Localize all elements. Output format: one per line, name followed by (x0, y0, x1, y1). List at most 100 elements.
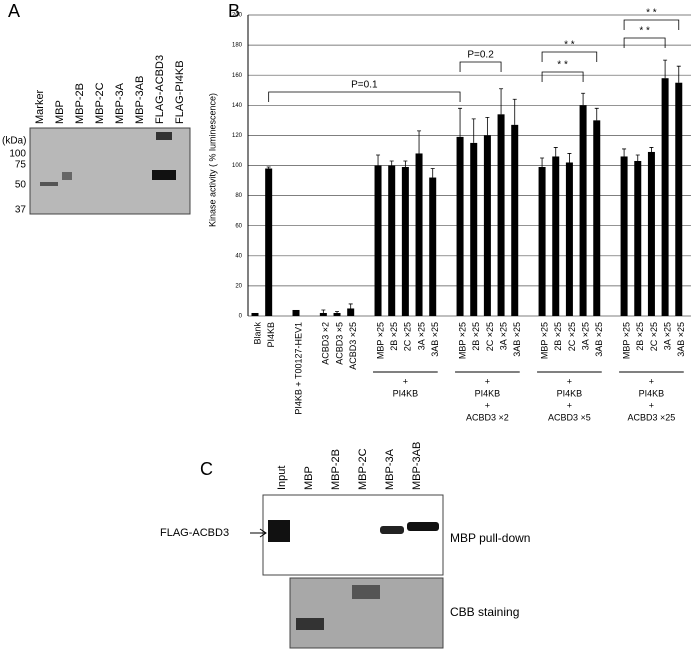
unit: (kDa) (2, 136, 26, 147)
lane-label: MBP-3A (114, 82, 126, 124)
x-tick-label: 3AB ×25 (430, 322, 440, 357)
y-tick-label: 160 (232, 73, 243, 79)
gel (262, 494, 444, 576)
error-bar (622, 148, 627, 157)
bracket (541, 71, 584, 82)
bar (565, 162, 573, 316)
protein-label: FLAG-ACBD3 (160, 527, 229, 539)
error-bar (499, 88, 504, 115)
bar (497, 114, 505, 316)
lane-label: FLAG-ACBD3 (154, 55, 166, 124)
bar (661, 78, 669, 317)
bar (675, 82, 683, 316)
error-bar (676, 65, 681, 83)
y-tick-label: 140 (232, 103, 243, 109)
x-tick-label: PI4KB + T00127-HEV1 (293, 322, 303, 415)
bracket (459, 61, 502, 72)
x-tick-label: 3AB ×25 (594, 322, 604, 357)
lane-label: Marker (34, 89, 46, 124)
error-bar (594, 107, 599, 121)
lane-label: MBP (54, 100, 66, 124)
bracket (623, 37, 666, 48)
x-tick-label: 2B ×25 (471, 322, 481, 351)
bar (374, 165, 382, 316)
group-label: + (485, 376, 490, 386)
band (268, 520, 290, 542)
x-tick-label: 3A ×25 (662, 322, 672, 350)
error-bar (663, 59, 668, 79)
x-tick-label: MBP ×25 (457, 322, 467, 359)
bar (552, 156, 560, 316)
error-bar (471, 118, 476, 143)
annotation: * * (564, 40, 575, 51)
x-tick-label: ACBD3 ×2 (321, 322, 331, 365)
bracket (623, 19, 680, 30)
error-bar (581, 92, 586, 106)
lane-label: MBP-2C (357, 448, 369, 490)
group-label: PI4KB (393, 388, 419, 398)
bar (538, 167, 546, 316)
x-tick-label: 3A ×25 (498, 322, 508, 350)
error-bar (458, 107, 463, 137)
bar (388, 165, 396, 316)
annotation: * * (646, 8, 657, 19)
group-label: ACBD3 ×5 (548, 412, 591, 422)
bracket (541, 51, 598, 62)
gel-label: MBP pull-down (450, 531, 530, 545)
bar (579, 105, 587, 316)
y-axis-label: Kinase activity ( % luminescence) (207, 93, 217, 227)
annotation: P=0.2 (467, 50, 494, 61)
x-tick-label: PI4KB (266, 322, 276, 348)
error-bar (266, 166, 271, 169)
x-tick-label: 2C ×25 (649, 322, 659, 351)
bar (593, 120, 601, 316)
bracket (268, 91, 461, 102)
band (296, 618, 324, 630)
group-label: + (485, 400, 490, 410)
x-tick-label: ACBD3 ×25 (348, 322, 358, 370)
band (407, 522, 439, 531)
x-tick-label: 3A ×25 (580, 322, 590, 350)
error-bar (567, 153, 572, 163)
y-tick-label: 20 (235, 283, 242, 289)
bar (511, 124, 519, 317)
x-tick-label: MBP ×25 (375, 322, 385, 359)
x-tick-label: 2C ×25 (567, 322, 577, 351)
y-tick-label: 0 (239, 314, 243, 320)
x-tick-label: ACBD3 ×5 (334, 322, 344, 365)
error-bar (649, 147, 654, 152)
band (156, 132, 172, 140)
group-label: PI4KB (475, 388, 501, 398)
y-tick-label: 200 (232, 13, 243, 19)
annotation: P=0.1 (351, 80, 378, 91)
annotation: * * (557, 60, 568, 71)
bar (265, 168, 273, 316)
marker-label: 37 (15, 205, 27, 216)
group-label: PI4KB (557, 388, 583, 398)
band (152, 170, 176, 180)
y-tick-label: 120 (232, 133, 243, 139)
error-bar (403, 160, 408, 168)
y-tick-label: 60 (235, 223, 242, 229)
bar (292, 309, 300, 316)
error-bar (540, 157, 545, 168)
group-label: + (649, 376, 654, 386)
x-tick-label: 2B ×25 (553, 322, 563, 351)
lane-label: MBP-2B (330, 449, 342, 490)
y-tick-label: 100 (232, 163, 243, 169)
group-label: + (649, 400, 654, 410)
lane-label: MBP-3AB (411, 442, 423, 490)
y-tick-label: 80 (235, 193, 242, 199)
lane-label: Input (276, 466, 288, 490)
x-tick-label: 3AB ×25 (512, 322, 522, 357)
x-tick-label: MBP ×25 (621, 322, 631, 359)
bar (401, 167, 409, 316)
band (352, 585, 380, 599)
group-label: + (403, 376, 408, 386)
error-bar (512, 98, 517, 125)
y-tick-label: 40 (235, 253, 242, 259)
error-bar (553, 147, 558, 157)
x-tick-label: 2B ×25 (635, 322, 645, 351)
x-tick-label: 3AB ×25 (676, 322, 686, 357)
